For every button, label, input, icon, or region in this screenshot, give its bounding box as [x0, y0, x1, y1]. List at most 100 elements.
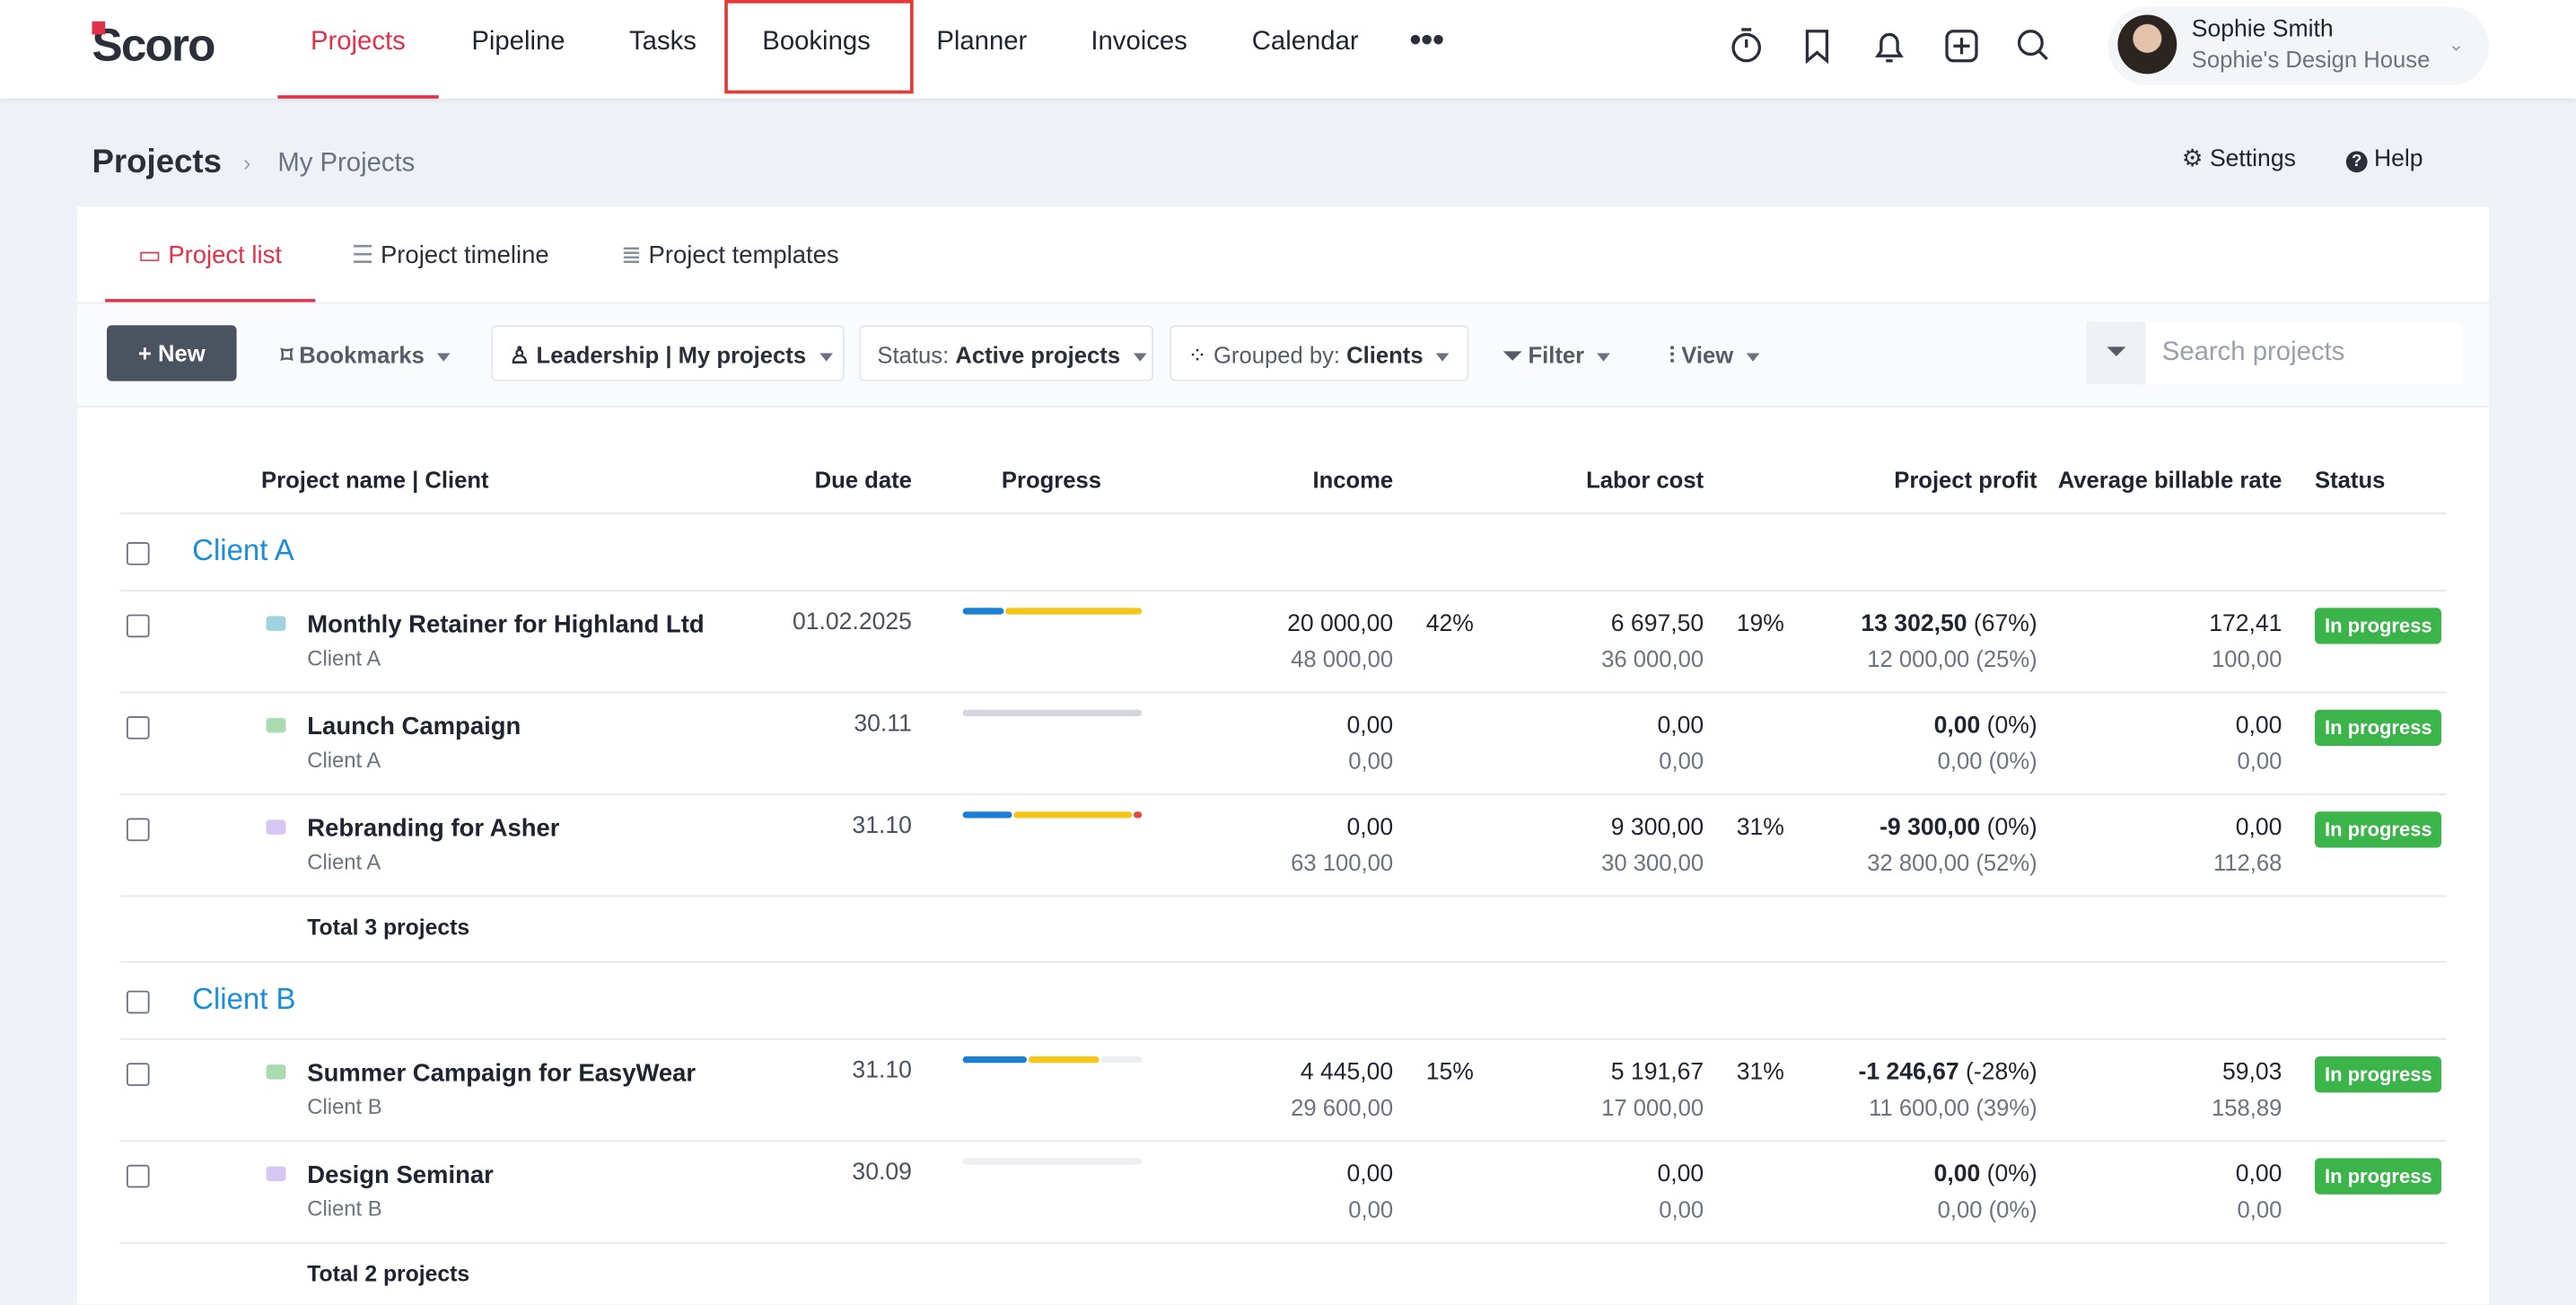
project-name[interactable]: Monthly Retainer for Highland Ltd [307, 610, 705, 640]
group-select[interactable]: ⁘ Grouped by: Clients [1170, 325, 1469, 381]
nav-item[interactable]: Bookings [762, 28, 871, 57]
checkbox[interactable] [126, 542, 150, 565]
checkbox[interactable] [126, 1164, 150, 1188]
client-name: Client A [307, 849, 381, 874]
progress-segment [962, 1158, 1143, 1165]
bookmark-icon[interactable] [1805, 30, 1829, 65]
project-profit: -1 246,67 (-28%) [1858, 1060, 2037, 1086]
tab[interactable]: ≣ Project templates [620, 241, 839, 270]
billable-rate-budget: 100,00 [2212, 645, 2282, 672]
new-button[interactable]: + New [106, 325, 237, 381]
nav-item[interactable]: Invoices [1091, 28, 1187, 57]
labor-cost: 6 697,50 [1610, 610, 1704, 638]
search-input[interactable]: Search projects [2145, 321, 2461, 385]
divider [119, 1241, 2447, 1244]
group-total: Total 3 projects [307, 915, 470, 940]
labor-percent: 31% [1736, 1059, 1784, 1086]
checkbox[interactable] [126, 990, 150, 1014]
filter-button[interactable]: ⏷ Filter [1485, 325, 1629, 381]
nav-item[interactable]: Tasks [629, 28, 697, 57]
filter-label: Filter [1528, 341, 1585, 369]
project-icon [266, 1166, 286, 1182]
profit-percent: (0%) [1986, 814, 2037, 842]
billable-rate: 0,00 [2235, 713, 2282, 740]
project-name[interactable]: Summer Campaign for EasyWear [307, 1059, 697, 1088]
profit-value: 0,00 [1933, 1161, 1981, 1188]
client-name: Client B [307, 1094, 382, 1119]
breadcrumb-current[interactable]: My Projects [277, 149, 416, 178]
nav-item[interactable]: Calendar [1251, 28, 1359, 57]
tab[interactable]: ☰ Project timeline [351, 241, 549, 270]
labor-cost: 0,00 [1657, 713, 1704, 740]
status-badge: In progress [2315, 1158, 2442, 1195]
nav-item[interactable]: Projects [310, 28, 406, 57]
billable-rate-budget: 0,00 [2237, 1196, 2282, 1222]
view-label: View [1681, 341, 1734, 369]
logo[interactable]: Scoro [92, 19, 216, 71]
active-underline [277, 95, 439, 99]
search-filter-icon[interactable]: ⏷ [2086, 321, 2146, 385]
client-name: Client A [307, 747, 381, 773]
help-label: Help [2373, 145, 2423, 173]
labor-cost: 5 191,67 [1610, 1059, 1704, 1086]
view-button[interactable]: ⫶ View [1652, 325, 1778, 381]
column-header: Income [1312, 466, 1394, 494]
group-name[interactable]: Client B [192, 982, 296, 1016]
bell-icon[interactable] [1875, 32, 1904, 63]
income: 0,00 [1346, 713, 1394, 740]
page-title: Projects [92, 145, 222, 181]
nav-item[interactable]: Pipeline [471, 28, 565, 57]
billable-rate-budget: 112,68 [2212, 849, 2282, 876]
due-date: 31.10 [852, 1057, 912, 1085]
search-icon[interactable] [2017, 30, 2044, 57]
income-percent: 42% [1425, 610, 1474, 638]
more-menu[interactable]: ••• [1409, 22, 1444, 59]
progress-segment [1013, 811, 1133, 819]
checkbox[interactable] [126, 614, 150, 638]
status-select[interactable]: Status: Active projects [859, 325, 1153, 381]
user-name: Sophie Smith [2191, 16, 2334, 43]
logo-mark [92, 21, 106, 35]
divider [119, 895, 2447, 898]
labor-percent: 19% [1736, 610, 1784, 638]
group-name[interactable]: Client A [192, 533, 294, 567]
nav-item[interactable]: Planner [936, 28, 1028, 57]
project-name[interactable]: Design Seminar [307, 1161, 494, 1190]
checkbox[interactable] [126, 716, 150, 740]
bookmarks-label: Bookmarks [299, 341, 425, 369]
tab-active[interactable]: ▭ Project list [137, 241, 282, 270]
progress-segment [1100, 1055, 1143, 1064]
progress-segment [962, 608, 1004, 615]
checkbox[interactable] [126, 1063, 150, 1086]
labor-cost: 9 300,00 [1610, 814, 1704, 842]
profit-budget: 32 800,00 (52%) [1867, 849, 2037, 876]
settings-link[interactable]: ⚙ Settings [2181, 145, 2296, 173]
profit-value: -1 246,67 [1858, 1059, 1959, 1086]
checkbox[interactable] [126, 818, 150, 842]
progress-segment [962, 811, 1012, 819]
profit-budget: 0,00 (0%) [1937, 747, 2037, 775]
column-header: Average billable rate [2057, 466, 2282, 494]
user-company: Sophie's Design House [2191, 46, 2431, 73]
labor-budget: 0,00 [1659, 747, 1704, 775]
bookmarks-button[interactable]: ⌑ Bookmarks [263, 325, 469, 381]
timer-icon[interactable] [1731, 32, 1762, 63]
project-name[interactable]: Launch Campaign [307, 713, 521, 741]
progress-segment [962, 709, 1143, 717]
scope-select[interactable]: ♙ Leadership | My projects [491, 325, 845, 381]
client-name: Client B [307, 1196, 382, 1221]
progress-segment [1028, 1055, 1100, 1064]
settings-label: Settings [2209, 145, 2296, 173]
profit-budget: 11 600,00 (39%) [1869, 1094, 2037, 1121]
add-icon[interactable] [1945, 30, 1978, 63]
income: 0,00 [1346, 814, 1394, 842]
status-badge: In progress [2315, 1055, 2442, 1093]
due-date: 01.02.2025 [793, 609, 912, 636]
labor-budget: 36 000,00 [1601, 645, 1704, 672]
tab-underline [105, 299, 316, 302]
nav-icons [1731, 28, 2048, 65]
progress-segment [1133, 811, 1143, 819]
project-name[interactable]: Rebranding for Asher [307, 814, 560, 843]
help-link[interactable]: ? Help [2345, 145, 2423, 173]
